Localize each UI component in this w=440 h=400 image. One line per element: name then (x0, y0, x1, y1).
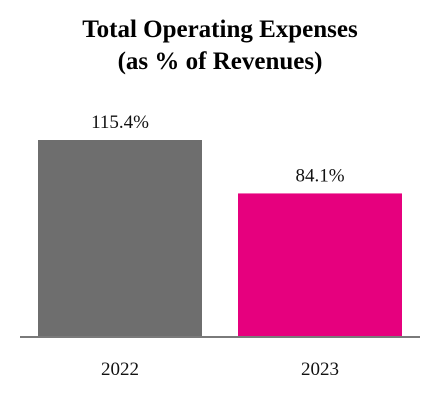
x-tick-label-2022: 2022 (101, 359, 139, 380)
x-tick-label-2023: 2023 (301, 359, 339, 380)
chart-title-block: Total Operating Expenses (as % of Revenu… (0, 14, 440, 78)
bar-2022 (38, 140, 202, 337)
data-label-2022: 115.4% (91, 112, 149, 133)
chart-title: Total Operating Expenses (82, 16, 358, 43)
bar-2023 (238, 193, 402, 337)
chart-subtitle: (as % of Revenues) (117, 48, 323, 75)
data-label-2023: 84.1% (295, 165, 344, 186)
